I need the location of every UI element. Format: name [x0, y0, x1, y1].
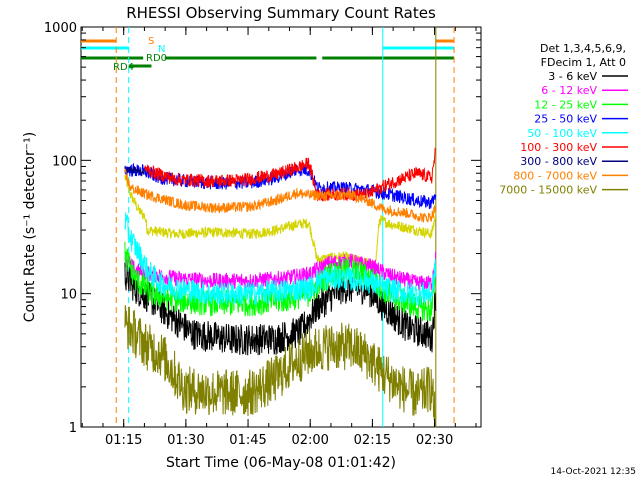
series-group — [124, 147, 437, 428]
legend-header-0: Det 1,3,4,5,6,9, — [540, 42, 626, 55]
legend-entry-1: 6 - 12 keV — [541, 84, 597, 97]
legend-header-1: FDecim 1, Att 0 — [541, 56, 626, 69]
axes: 1 10 100 1000 01:15 01:30 01:45 02:00 02:15 02:30 — [44, 21, 481, 448]
x-tick-label-3: 02:00 — [291, 433, 328, 448]
x-axis-label: Start Time (06-May-08 01:01:42) — [166, 455, 396, 471]
plot-frame — [80, 26, 482, 428]
state-label-RD4: RD4 — [113, 62, 134, 73]
y-tick-label-1: 10 — [60, 288, 77, 303]
series-line-4 — [124, 212, 437, 306]
legend-entry-0: 3 - 6 keV — [548, 70, 597, 83]
legend-entry-4: 50 - 100 keV — [527, 127, 597, 140]
x-tick-label-0: 01:15 — [105, 433, 142, 448]
x-tick-label-2: 01:45 — [229, 433, 266, 448]
state-label-N: N — [158, 44, 165, 55]
footer-date: 14-Oct-2021 12:35 — [551, 467, 636, 477]
legend-entry-5: 100 - 300 keV — [520, 141, 597, 154]
y-tick-label-2: 100 — [52, 154, 77, 169]
series-line-8 — [124, 305, 436, 428]
legend-entry-2: 12 - 25 keV — [534, 98, 597, 111]
legend-entry-8: 7000 - 15000 keV — [499, 184, 597, 197]
y-axis-label: Count Rate (s⁻¹ detector⁻¹) — [22, 132, 38, 322]
x-tick-label-5: 02:30 — [416, 433, 453, 448]
series-line-6 — [124, 166, 145, 177]
y-tick-label-3: 1000 — [44, 21, 77, 36]
series-line-1 — [124, 251, 437, 291]
state-label-S: S — [148, 36, 154, 47]
series-line-0 — [124, 262, 437, 356]
legend-entry-3: 25 - 50 keV — [534, 113, 597, 126]
vertical-markers — [115, 27, 455, 427]
series-line-5 — [144, 147, 436, 202]
series-line-7 — [124, 168, 437, 223]
legend-entry-6: 300 - 800 keV — [520, 155, 597, 168]
x-tick-label-1: 01:30 — [167, 433, 204, 448]
chart-title: RHESSI Observing Summary Count Rates — [126, 4, 436, 22]
legend-entry-7: 800 - 7000 keV — [513, 169, 597, 182]
x-tick-label-4: 02:15 — [354, 433, 391, 448]
y-tick-label-0: 1 — [69, 421, 77, 436]
legend: Det 1,3,4,5,6,9,FDecim 1, Att 03 - 6 keV… — [499, 42, 628, 197]
state-label-RD0: RD0 — [146, 53, 167, 64]
extra-series-line-0 — [124, 175, 437, 272]
